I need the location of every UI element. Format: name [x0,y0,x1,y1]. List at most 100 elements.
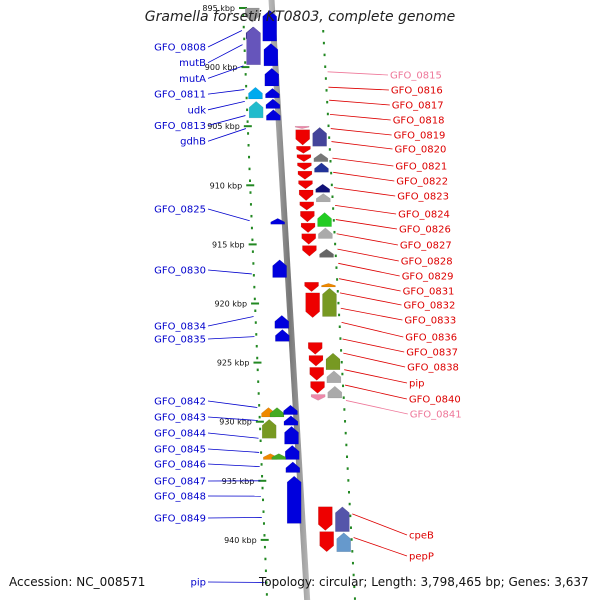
gene-arrow [327,385,343,399]
backbone-bar [268,0,311,600]
label-connector [207,30,243,48]
track-dot [337,301,340,305]
gene-arrow [336,532,351,552]
gene-label: GFO_0811 [154,90,206,101]
scale-tick [253,361,262,364]
track-dot [251,238,254,242]
gene-arrow [275,329,290,342]
track-dot [348,502,351,506]
track-dot [341,372,344,376]
track-dot [252,262,255,265]
scale-tick [246,184,255,187]
label-connector [352,513,408,536]
label-connector [330,128,392,136]
gene-label: gdhB [180,137,206,148]
track-dot [249,191,252,194]
track-dot [260,451,263,454]
gene-arrow [313,153,329,162]
scale-tick [243,125,252,128]
gene-label: GFO_0837 [406,348,458,359]
gene-label: GFO_0833 [404,316,456,327]
gene-label: GFO_0849 [154,514,206,525]
gene-label: GFO_0830 [154,266,206,277]
gene-arrow [270,218,285,225]
track-dot [343,408,346,411]
gene-arrow [315,183,330,193]
gene-label: GFO_0825 [154,205,206,216]
track-dot [325,89,328,92]
track-dot [344,420,347,423]
gene-arrow [318,227,333,239]
label-connector [339,292,402,306]
gene-label: GFO_0815 [390,71,442,82]
gene-arrow [294,125,310,129]
track-dot [255,344,258,348]
gene-label: GFO_0835 [154,335,206,346]
track-dot [336,278,339,281]
gene-arrow [319,248,334,258]
gene-arrow [272,259,287,278]
left-dotted-track [242,14,268,596]
gene-label: mutB [179,58,206,69]
gene-label: GFO_0828 [401,257,453,268]
gene-arrow [310,394,326,401]
track-dot [257,392,260,395]
gene-arrow [298,189,314,201]
track-dot [338,313,341,317]
gene-arrow [265,98,281,109]
gene-arrow [297,170,313,180]
track-dot [255,333,258,336]
track-dot [242,25,245,29]
gene-arrow [314,162,329,173]
gene-label: GFO_0821 [395,162,447,173]
right-gene-labels: GFO_0815 GFO_0816 GFO_0817 GFO_0818 GFO_0819… [327,71,462,563]
scale-label: 935 kbp [222,477,255,486]
gene-label: GFO_0813 [154,121,206,132]
label-connector [344,384,407,400]
genome-title: Gramella forsetii KT0803, complete genom… [144,9,456,25]
track-dot [342,396,345,399]
gene-arrow [307,342,323,355]
gene-label: GFO_0818 [393,116,445,127]
gene-arrow [271,453,287,460]
track-dot [260,463,263,466]
track-dot [331,195,334,198]
scale-label: 915 kbp [212,240,245,249]
track-dot [256,368,259,372]
track-dot [265,593,268,596]
track-dot [324,77,327,80]
label-connector [340,307,403,321]
gene-arrow [296,154,312,162]
scale-label: 925 kbp [217,359,250,368]
track-dot [254,309,257,312]
track-dot [253,285,256,289]
label-connector [329,99,390,106]
label-connector [332,157,394,167]
track-dot [332,207,335,210]
track-dot [265,581,268,584]
label-connector [337,248,399,262]
gene-arrow [326,370,342,383]
track-dot [254,321,257,324]
gene-label: GFO_0819 [394,131,446,142]
gene-arrow [295,129,310,146]
gene-label: GFO_0847 [154,477,206,488]
track-dot [244,61,247,64]
track-dot [322,30,325,33]
gene-arrow [317,212,332,227]
track-dot [338,325,341,328]
track-dot [346,467,349,470]
gene-arrow [316,193,331,203]
gene-arrow [310,381,325,394]
scale-tick [241,66,250,69]
label-connector [207,448,260,453]
gene-arrow [325,352,341,370]
track-dot [327,124,330,128]
label-connector [207,208,250,222]
track-dot [247,144,250,147]
gene-arrow [283,404,298,415]
scale-tick [260,538,269,541]
gene-arrow [246,26,261,65]
track-dot [247,132,250,135]
